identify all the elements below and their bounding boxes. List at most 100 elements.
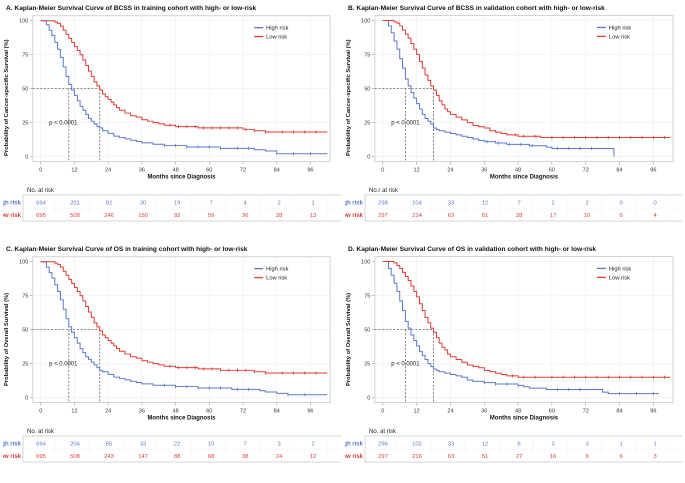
risk-row-label-high-risk: High risk <box>345 442 364 448</box>
x-tick-label: 72 <box>583 168 589 174</box>
x-tick-label: 24 <box>447 409 453 415</box>
legend-label-high-risk: High risk <box>609 25 631 31</box>
risk-count: 28 <box>276 213 282 219</box>
risk-count: 204 <box>70 442 80 448</box>
risk-row-label-high-risk: High risk <box>3 442 22 448</box>
legend-label-low-risk: Low risk <box>266 276 287 282</box>
panel-a: A. Kaplan-Meier Survival Curve of BCSS i… <box>0 0 342 241</box>
km-plot-a: 0 12 24 36 48 60 72 84 96 0 25 50 75 100 Months since … <box>19 15 331 180</box>
x-tick-label: 84 <box>616 168 622 174</box>
risk-count: 7 <box>209 201 212 207</box>
p-value-label: p < 0.0001 <box>49 362 78 368</box>
y-tick-label: 100 <box>19 260 28 266</box>
risk-count: 65 <box>106 442 112 448</box>
km-curve-low-risk <box>382 19 671 139</box>
risk-count: 68 <box>208 454 214 460</box>
risk-count: 19 <box>174 201 180 207</box>
risk-row-label-low-risk: Low risk <box>345 213 364 219</box>
risk-count: 296 <box>378 442 388 448</box>
legend-label-low-risk: Low risk <box>266 35 287 41</box>
risk-count: 4 <box>243 201 247 207</box>
risk-count: 13 <box>310 213 316 219</box>
risk-count: 33 <box>448 442 454 448</box>
y-tick-label: 100 <box>19 19 28 25</box>
panel-a-title: A. Kaplan-Meier Survival Curve of BCSS i… <box>6 5 257 12</box>
km-curve-high-risk <box>40 20 328 155</box>
plot-frame <box>374 15 674 163</box>
panel-d: D. Kaplan-Meier Survival Curve of OS in … <box>342 241 685 483</box>
y-tick-label: 50 <box>364 87 370 93</box>
risk-row-label-high-risk: High risk <box>345 201 364 207</box>
y-tick-label: 0 <box>367 396 370 402</box>
x-tick-label: 12 <box>71 167 77 173</box>
km-curve-high-risk <box>382 260 659 395</box>
risk-count: 3 <box>551 442 554 448</box>
y-tick-label: 100 <box>361 18 370 24</box>
y-axis-label: Probability of Cancer-specific Survival … <box>4 39 11 157</box>
risk-count: 10 <box>584 213 590 219</box>
x-axis-label: Months since Diagnosis <box>490 416 559 422</box>
x-tick-label: 12 <box>414 409 420 415</box>
risk-count: 12 <box>310 454 316 460</box>
x-tick-label: 60 <box>549 409 555 415</box>
risk-count: 7 <box>517 201 520 207</box>
y-tick-label: 0 <box>25 395 28 401</box>
x-tick-label: 96 <box>650 168 656 174</box>
y-tick-label: 75 <box>22 53 28 59</box>
risk-count: 28 <box>516 213 522 219</box>
risk-count: 2 <box>278 201 281 207</box>
panel-a-plot-row: Probability of Cancer-specific Survival … <box>3 13 340 183</box>
risk-table-c: No. at risk High risk 694 204 65 33 22 10 7 3 2 Low… <box>3 429 341 463</box>
x-tick-label: 60 <box>206 408 212 414</box>
risk-count: 22 <box>174 442 180 448</box>
risk-count: 63 <box>448 213 454 219</box>
x-tick-label: 48 <box>515 409 521 415</box>
risk-count: 695 <box>36 213 46 219</box>
legend-label-low-risk: Low risk <box>609 34 630 40</box>
p-value-label: p < 0.0001 <box>49 121 78 127</box>
x-tick-label: 48 <box>515 168 521 174</box>
risk-row-label-low-risk: Low risk <box>3 454 22 460</box>
y-tick-label: 0 <box>367 155 370 161</box>
km-plot-d: 0 12 24 36 48 60 72 84 96 0 25 50 75 100 Months since … <box>361 256 674 422</box>
x-axis-label: Months since Diagnosis <box>147 174 216 180</box>
km-plot-b: 0 12 24 36 48 60 72 84 96 0 25 50 75 100 Months since … <box>361 15 674 181</box>
risk-count: 33 <box>448 201 454 207</box>
risk-count: 104 <box>412 201 422 207</box>
risk-count: 102 <box>412 442 422 448</box>
risk-count: 298 <box>378 201 388 207</box>
y-tick-label: 25 <box>22 362 28 368</box>
risk-count: 24 <box>276 454 283 460</box>
risk-count: 38 <box>242 454 248 460</box>
y-tick-label: 100 <box>361 259 370 265</box>
x-tick-label: 60 <box>206 167 212 173</box>
risk-count: 246 <box>104 213 114 219</box>
risk-table-header: No. at risk <box>27 429 55 435</box>
risk-count: 9 <box>585 454 588 460</box>
x-tick-label: 96 <box>307 408 313 414</box>
panel-c: C. Kaplan-Meier Survival Curve of OS in … <box>0 241 342 483</box>
y-axis-label: Probability of Cancer-specific Survival … <box>346 39 353 157</box>
y-tick-label: 75 <box>364 53 370 59</box>
risk-count: 147 <box>138 454 148 460</box>
y-tick-label: 0 <box>25 154 28 160</box>
risk-count: 6 <box>620 213 623 219</box>
x-tick-label: 36 <box>481 168 487 174</box>
panel-d-title: D. Kaplan-Meier Survival Curve of OS in … <box>348 246 597 253</box>
km-curve-high-risk <box>382 19 615 157</box>
risk-table-d: No. at riskHigh risk296102331263311Low r… <box>345 429 683 463</box>
legend-label-high-risk: High risk <box>609 266 631 272</box>
panel-d-plot-row: Probability of Overall Survival (%) 0 12 2… <box>345 254 683 424</box>
risk-count: 33 <box>140 442 146 448</box>
risk-count: 30 <box>140 201 146 207</box>
plot-frame <box>32 256 331 403</box>
risk-count: 694 <box>36 201 46 207</box>
x-tick-label: 24 <box>447 168 453 174</box>
y-tick-label: 50 <box>364 328 370 334</box>
plot-frame <box>374 256 674 404</box>
risk-count: 51 <box>482 213 488 219</box>
x-tick-label: 24 <box>105 167 111 173</box>
risk-count: 6 <box>517 442 520 448</box>
legend-label-high-risk: High risk <box>266 26 288 32</box>
